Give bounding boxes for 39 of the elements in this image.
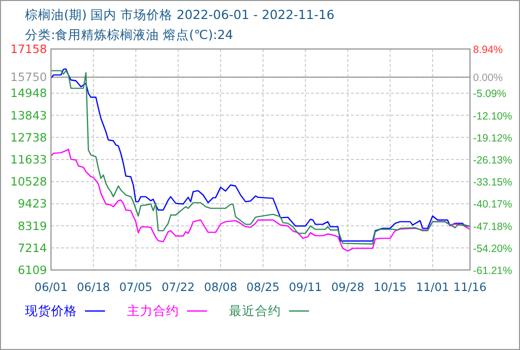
y2-tick-label: -33.15% [473,176,512,189]
x-tick-label: 11/01 [416,280,450,294]
y2-tick-label: -47.18% [473,220,512,233]
line-series [50,148,471,252]
y2-tick-label: -19.12% [473,132,512,144]
x-tick-label: 07/22 [162,280,195,294]
y2-tick-label: -5.09% [473,88,506,100]
y-tick-label: 11633 [10,152,47,167]
y2-tick-label: -12.10% [473,110,512,122]
y2-tick-label: 8.94% [473,44,503,56]
y-tick-label: 17158 [10,42,47,56]
y2-tick-label: -54.20% [473,242,512,255]
x-tick-label: 07/05 [119,280,152,294]
legend-label: 现货价格 [25,303,77,318]
y-tick-label: 14948 [10,86,47,100]
x-tick-label: 08/08 [204,280,238,294]
x-tick-label: 11/16 [453,280,487,294]
y-tick-label: 13843 [10,108,47,122]
x-tick-label: 08/25 [246,280,280,294]
x-tick-label: 09/28 [331,280,364,294]
y-tick-label: 8319 [18,218,47,233]
y2-tick-label: 0.00% [473,72,503,84]
y2-tick-label: -40.17% [473,198,512,211]
x-tick-label: 06/01 [34,280,68,294]
y-tick-label: 6109 [18,263,47,277]
y-tick-label: 12738 [10,130,47,144]
y2-tick-label: -61.21% [473,265,512,277]
y-tick-label: 9423 [18,196,47,211]
x-tick-label: 09/11 [288,280,322,294]
chart-title: 棕榈油(期) 国内 市场价格 2022-06-01 - 2022-11-16 [25,7,334,22]
x-tick-label: 06/18 [76,280,110,294]
y-tick-label: 10528 [10,174,47,189]
y-tick-label: 7214 [18,240,47,255]
y2-tick-label: -26.13% [473,154,512,166]
legend-label: 最近合约 [229,303,281,318]
y-tick-label: 15750 [10,70,47,84]
legend-label: 主力合约 [127,303,179,318]
x-tick-label: 10/15 [374,280,407,294]
chart-subtitle: 分类:食用精炼棕榈液油 熔点(℃):24 [25,27,234,42]
